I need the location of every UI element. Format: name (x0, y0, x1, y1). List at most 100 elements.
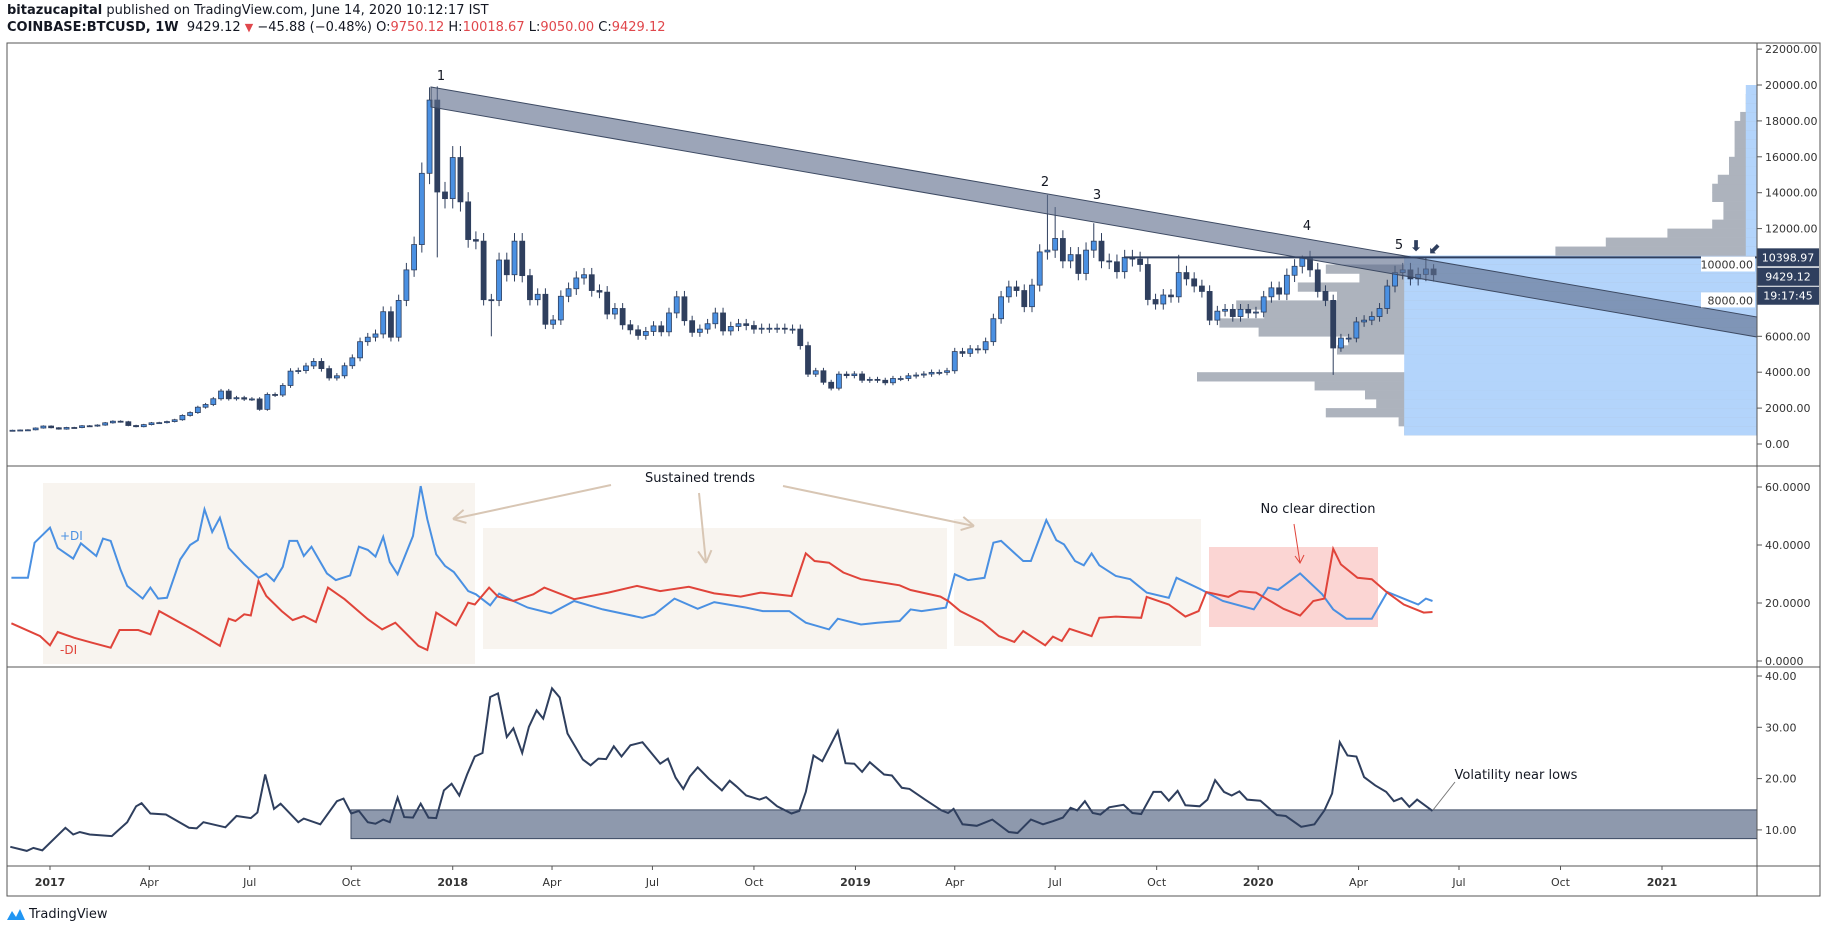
candle-down (596, 290, 603, 293)
candle-up (279, 385, 286, 396)
profile-up-bar (1745, 138, 1757, 149)
arrow-head (960, 525, 975, 532)
candle-up (766, 327, 773, 330)
wave-label: 3 (1093, 188, 1101, 203)
logo-text: TradingView (29, 907, 108, 922)
candle-down (658, 325, 665, 333)
price-tick-label: 12000.00 (1765, 223, 1818, 236)
price-tick-label: 16000.00 (1765, 151, 1818, 164)
candle-up (712, 312, 719, 325)
dmi-tick-label: 0.0000 (1765, 655, 1804, 668)
candle-up (357, 341, 363, 359)
profile-total-bar (1717, 174, 1757, 185)
profile-up-bar (1745, 192, 1757, 202)
candle-down (86, 425, 93, 428)
candle-down (882, 379, 889, 384)
candle-up (758, 327, 765, 330)
candle-up (673, 296, 680, 314)
candle-down (1183, 272, 1190, 280)
candle-down (1152, 299, 1159, 305)
time-tick-label: Oct (1147, 876, 1167, 889)
profile-up-bar (1745, 129, 1757, 140)
candle-up (496, 259, 502, 301)
candle-up (696, 328, 703, 333)
close-value: 9429.12 (611, 20, 666, 35)
candle-up (1175, 272, 1182, 298)
candle-up (550, 319, 557, 325)
volatility-tick-label: 10.00 (1765, 824, 1797, 837)
candle-down (326, 368, 333, 379)
candle-down (805, 345, 811, 375)
candle-up (1376, 308, 1383, 317)
annotation-arrow (1293, 523, 1301, 564)
candle-down (241, 397, 248, 400)
tradingview-logo[interactable]: TradingView (7, 907, 108, 922)
candle-up (1036, 251, 1043, 286)
minus-di-label: -DI (60, 643, 77, 657)
profile-up-bar (1745, 210, 1757, 220)
candle-up (1044, 249, 1051, 253)
time-tick-label: 2020 (1243, 876, 1274, 889)
candle-up (581, 274, 587, 279)
symbol-name[interactable]: COINBASE:BTCUSD, 1W (7, 20, 179, 35)
candle-up (210, 398, 217, 405)
profile-total-bar (1712, 192, 1757, 202)
price-tick-label: 0.00 (1765, 438, 1790, 451)
candle-up (511, 240, 518, 276)
profile-total-bar (1712, 183, 1757, 193)
candle-down (318, 361, 325, 370)
candle-up (1029, 284, 1035, 308)
candle-up (287, 370, 294, 386)
candle-down (503, 259, 510, 276)
candle-up (140, 424, 147, 428)
candle-up (449, 157, 456, 200)
candle-up (341, 365, 348, 377)
candle-down (1322, 291, 1329, 301)
arrow-head (962, 516, 975, 527)
candle-up (789, 328, 796, 331)
candle-up (233, 397, 240, 400)
high-label: H: (448, 20, 463, 35)
profile-up-bar (1745, 219, 1757, 229)
time-tick-label: Jul (645, 876, 659, 889)
candle-down (1245, 308, 1252, 314)
time-tick-label: Apr (945, 876, 965, 889)
open-value: 9750.12 (390, 20, 445, 35)
candle-down (1098, 240, 1105, 262)
candle-up (704, 323, 711, 330)
candle-up (1368, 316, 1375, 321)
candle-up (1160, 294, 1167, 305)
candle-down (1191, 278, 1198, 287)
candle-up (1067, 254, 1074, 262)
profile-up-bar (1404, 318, 1757, 328)
candle-up (264, 394, 271, 410)
candle-up (40, 425, 47, 429)
candle-up (349, 357, 356, 367)
wave-label: 1 (437, 69, 445, 84)
time-tick-label: 2019 (840, 876, 871, 889)
price-tick-label: 22000.00 (1765, 43, 1818, 56)
candle-up (866, 378, 873, 381)
resistance-price-tag (1757, 248, 1819, 267)
low-value: 9050.00 (540, 20, 595, 35)
candle-down (71, 427, 78, 429)
candle-up (727, 326, 734, 332)
candle-up (156, 422, 163, 425)
candle-down (743, 323, 750, 326)
candle-up (642, 331, 649, 336)
price-tick-label: 4000.00 (1765, 366, 1811, 379)
candle-down (1276, 287, 1283, 295)
author-name[interactable]: bitazucapital (7, 3, 103, 18)
candle-down (1106, 260, 1113, 263)
candle-down (519, 240, 526, 277)
candle-down (781, 327, 788, 330)
profile-up-bar (1745, 156, 1757, 167)
candle-down (472, 239, 479, 242)
candle-up (202, 404, 209, 408)
volatility-note: Volatility near lows (1455, 768, 1578, 783)
minus-di-line (10, 545, 1433, 652)
candle-down (125, 421, 132, 426)
candle-up (612, 308, 618, 315)
note-box (43, 483, 475, 664)
